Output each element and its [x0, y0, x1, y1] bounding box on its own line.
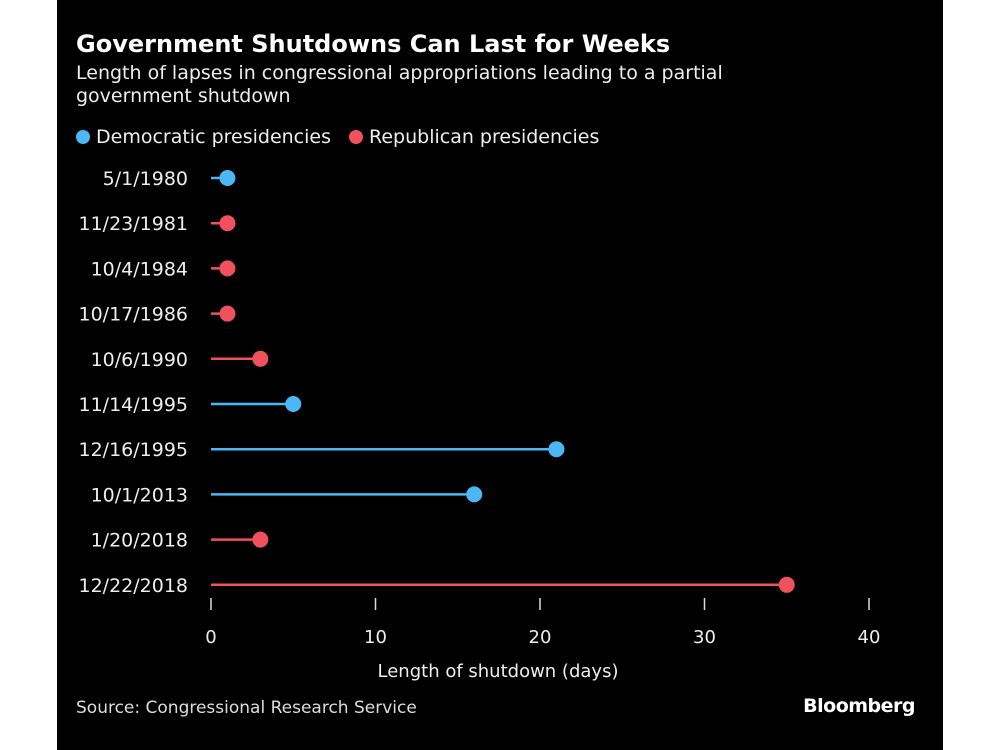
- legend-label: Republican presidencies: [369, 126, 600, 148]
- lollipop-dot: [219, 215, 236, 232]
- source-note: Source: Congressional Research Service: [76, 698, 417, 718]
- bloomberg-logo: Bloomberg: [803, 695, 915, 717]
- lollipop-dot: [548, 441, 565, 458]
- lollipop-dot: [285, 396, 302, 412]
- lollipop-dot: [219, 170, 236, 186]
- lollipop-dot: [252, 350, 269, 367]
- chart-title: Government Shutdowns Can Last for Weeks: [76, 30, 671, 58]
- x-axis-title: Length of shutdown (days): [378, 661, 619, 682]
- category-label: 1/20/2018: [91, 530, 188, 552]
- lollipop-dot: [778, 576, 795, 593]
- x-tick-label: 0: [205, 627, 216, 648]
- legend-item-republican: Republican presidencies: [349, 126, 599, 148]
- lollipop-dot: [219, 305, 236, 322]
- legend: Democratic presidencies Republican presi…: [76, 126, 599, 148]
- lollipop-dot: [466, 486, 483, 503]
- category-label: 10/4/1984: [91, 258, 188, 280]
- legend-swatch-republican: [349, 130, 363, 144]
- category-label: 12/16/1995: [78, 439, 188, 461]
- category-label: 10/17/1986: [78, 304, 188, 326]
- category-label: 10/1/2013: [91, 484, 188, 506]
- category-label: 5/1/1980: [103, 168, 188, 190]
- category-label: 11/14/1995: [78, 394, 188, 416]
- lollipop-dot: [252, 531, 269, 548]
- chart-panel: Government Shutdowns Can Last for Weeks …: [57, 0, 943, 750]
- chart-subtitle: Length of lapses in congressional approp…: [76, 62, 723, 107]
- category-label: 10/6/1990: [91, 349, 188, 371]
- category-label: 12/22/2018: [78, 575, 188, 597]
- legend-item-democratic: Democratic presidencies: [76, 126, 331, 148]
- category-label: 11/23/1981: [78, 213, 188, 235]
- legend-swatch-democratic: [76, 130, 90, 144]
- lollipop-dot: [219, 260, 236, 277]
- legend-label: Democratic presidencies: [96, 126, 331, 148]
- x-tick-label: 20: [529, 627, 552, 648]
- lollipop-chart: 5/1/1980 11/23/1981 10/4/1984 10/17/1986 10/…: [78, 168, 881, 682]
- x-tick-label: 40: [858, 627, 881, 648]
- x-tick-label: 30: [693, 627, 716, 648]
- x-tick-label: 10: [364, 627, 387, 648]
